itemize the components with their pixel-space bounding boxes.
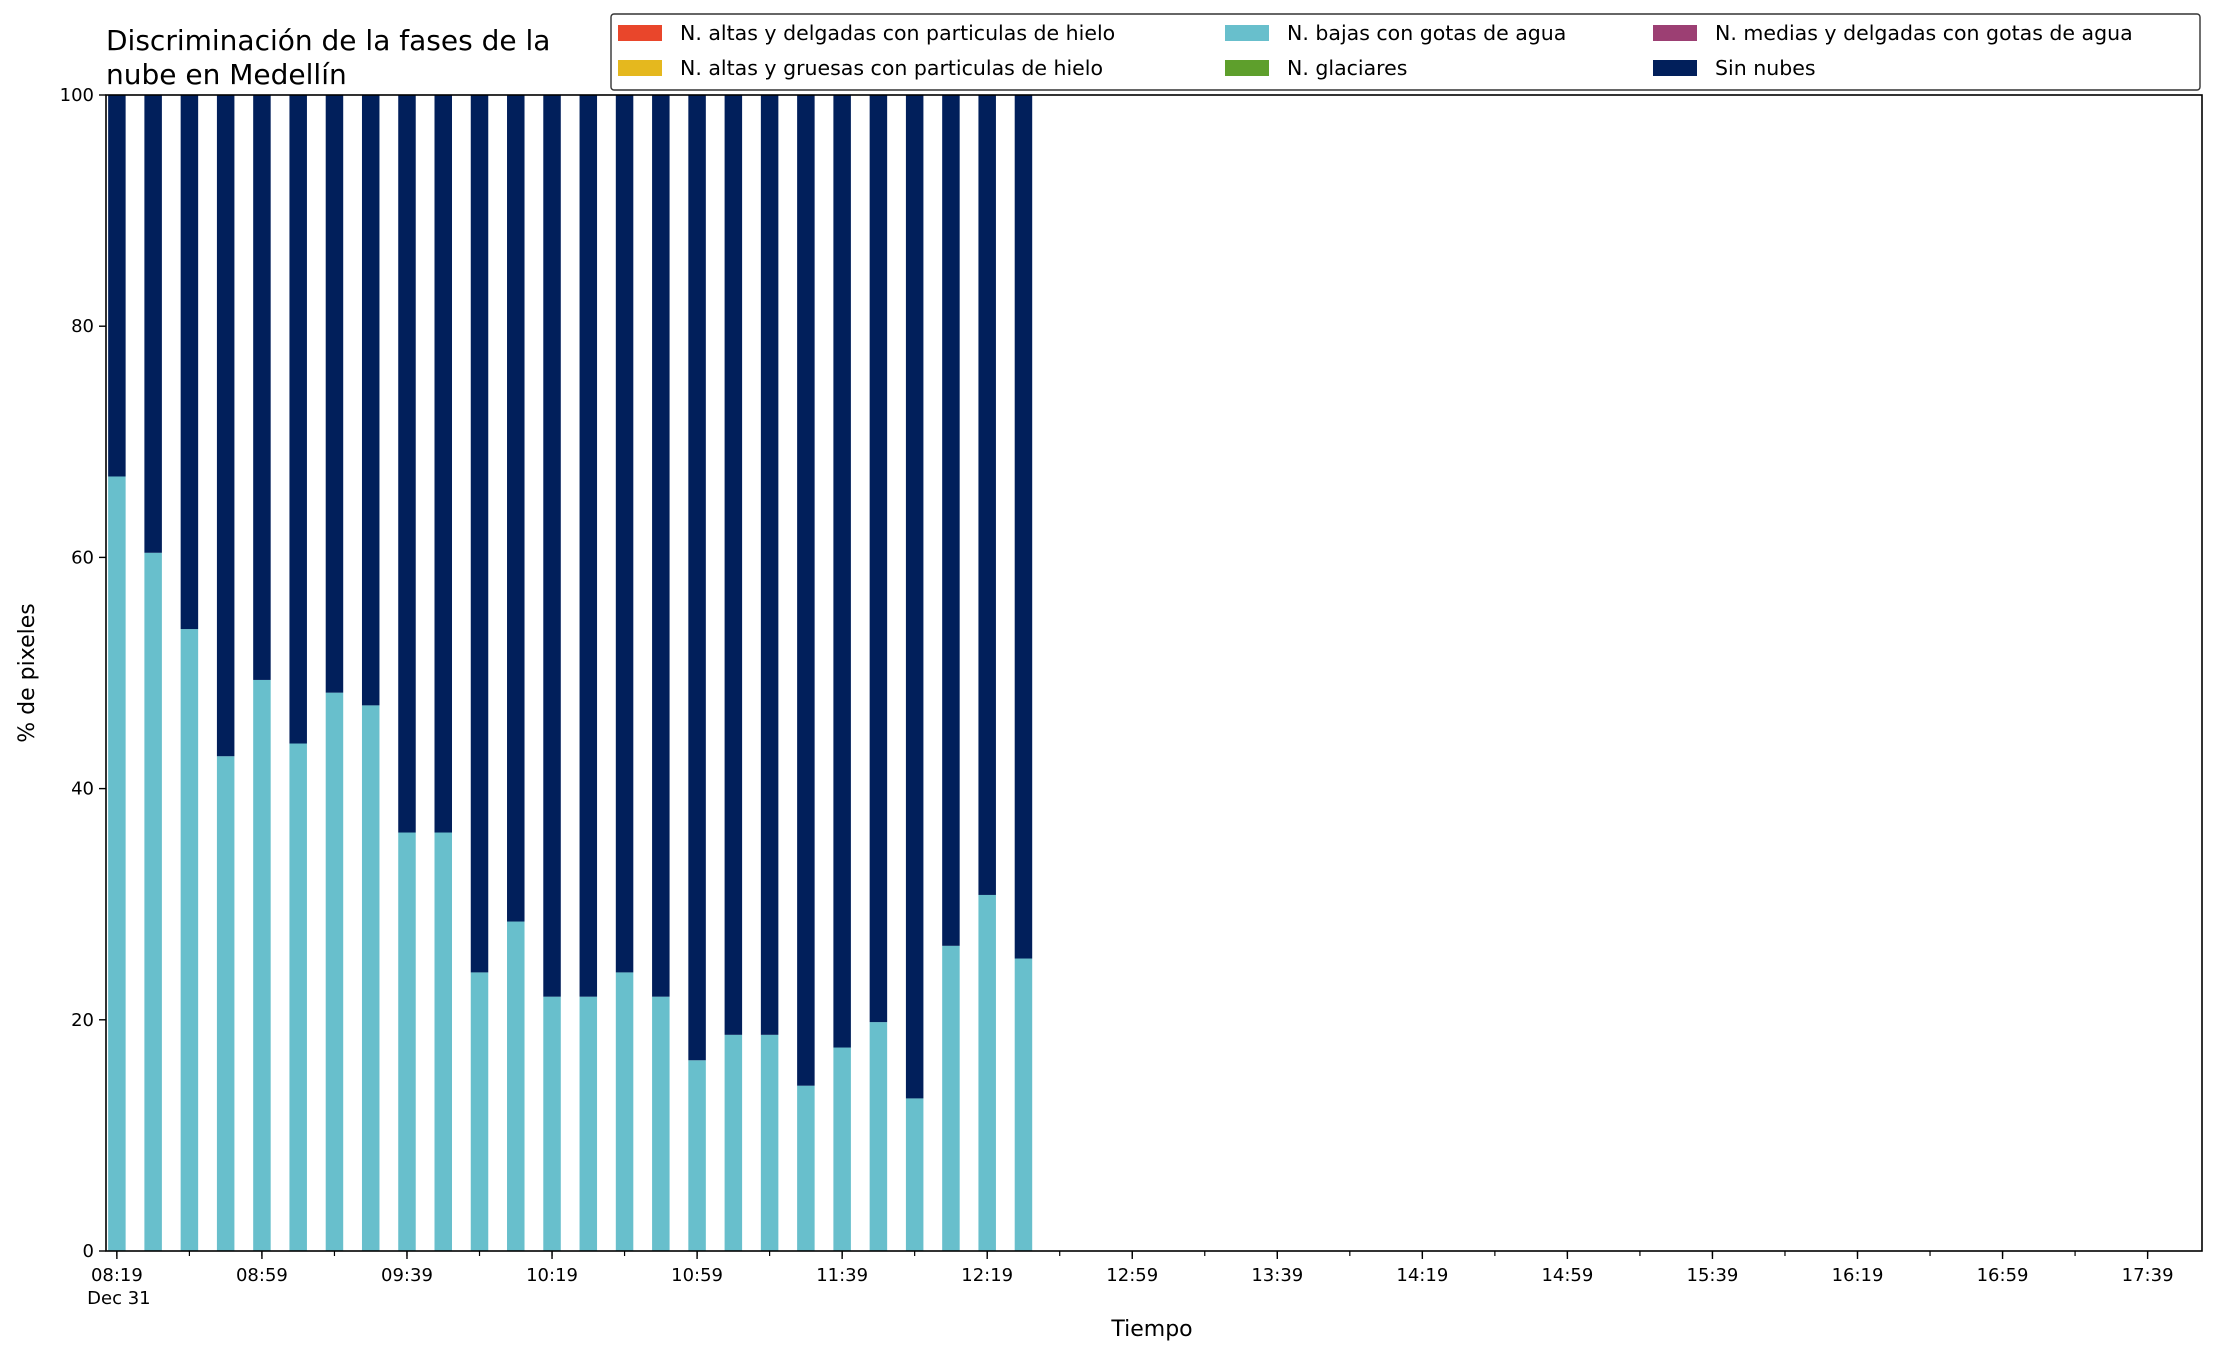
bar-segment: [434, 95, 452, 833]
legend-swatch: [1653, 25, 1697, 41]
x-tick-label: 16:19: [1832, 1265, 1884, 1286]
y-tick-label: 80: [71, 316, 94, 337]
x-tick-sublabel: Dec 31: [87, 1288, 150, 1309]
bar-segment: [724, 1034, 743, 1251]
bar-segment: [325, 692, 344, 1251]
x-tick-label: 17:39: [2122, 1265, 2174, 1286]
x-tick-label: 08:19: [91, 1265, 143, 1286]
bar-segment: [289, 95, 307, 744]
x-tick-label: 12:19: [961, 1265, 1013, 1286]
bar-segment: [289, 743, 307, 1251]
bar-segment: [507, 95, 525, 922]
bar-segment: [797, 1085, 815, 1251]
chart-title-line-2: nube en Medellín: [106, 58, 347, 91]
y-tick-label: 20: [71, 1010, 94, 1031]
bar-segment: [108, 95, 126, 477]
bar-segment: [978, 894, 996, 1251]
x-tick-label: 09:39: [381, 1265, 433, 1286]
bar-segment: [470, 972, 489, 1251]
x-tick-label: 14:19: [1396, 1265, 1448, 1286]
y-axis: 0 20 40 60 80 100: [60, 85, 106, 1262]
bar-segment: [615, 972, 634, 1251]
bar-segment: [543, 95, 561, 997]
bar-segment: [833, 1047, 851, 1251]
bar-segment: [615, 95, 634, 973]
legend-label: N. altas y gruesas con particulas de hie…: [680, 56, 1103, 80]
bar-segment: [797, 95, 815, 1086]
bar-segment: [688, 95, 706, 1061]
bar-segment: [434, 832, 452, 1251]
legend-label: N. bajas con gotas de agua: [1287, 21, 1566, 45]
x-tick-label: 11:39: [816, 1265, 868, 1286]
y-axis-title: % de pixeles: [15, 603, 40, 742]
bar-segment: [652, 996, 670, 1251]
legend-frame: [610, 13, 2201, 91]
bar-segment: [361, 705, 380, 1251]
bars-layer: [108, 95, 1033, 1252]
x-tick-label: 13:39: [1251, 1265, 1303, 1286]
bar-segment: [180, 629, 199, 1251]
bar-segment: [579, 996, 598, 1251]
x-tick-label: 16:59: [1977, 1265, 2029, 1286]
bar-segment: [978, 95, 996, 895]
x-tick-label: 14:59: [1541, 1265, 1593, 1286]
bar-segment: [724, 95, 743, 1035]
x-tick-label: 10:59: [671, 1265, 723, 1286]
bar-segment: [507, 921, 525, 1251]
bar-segment: [833, 95, 851, 1048]
bar-segment: [942, 95, 960, 946]
bar-segment: [760, 95, 779, 1035]
bar-segment: [869, 1022, 888, 1251]
x-tick-label: 10:19: [526, 1265, 578, 1286]
bar-segment: [942, 945, 960, 1251]
bar-segment: [108, 476, 126, 1252]
legend-label: N. medias y delgadas con gotas de agua: [1715, 21, 2133, 45]
bar-segment: [253, 95, 271, 680]
legend-swatch: [1653, 60, 1697, 76]
legend-label: N. altas y delgadas con particulas de hi…: [680, 21, 1115, 45]
legend-swatch: [618, 60, 662, 76]
y-tick-label: 40: [71, 779, 94, 800]
bar-segment: [216, 95, 235, 757]
bar-segment: [869, 95, 888, 1023]
bar-segment: [398, 832, 416, 1251]
plot-frame: [105, 94, 2203, 1252]
bar-segment: [325, 95, 344, 693]
bar-segment: [905, 1098, 924, 1251]
x-tick-label: 08:59: [236, 1265, 288, 1286]
y-tick-label: 60: [71, 547, 94, 568]
bar-segment: [361, 95, 380, 706]
y-tick-label: 0: [83, 1241, 94, 1262]
bar-segment: [1014, 95, 1033, 959]
bar-segment: [253, 679, 271, 1251]
bar-segment: [144, 552, 162, 1251]
x-tick-label: 12:59: [1106, 1265, 1158, 1286]
chart-title-line-1: Discriminación de la fases de la: [106, 24, 550, 57]
bar-segment: [144, 95, 162, 553]
bar-segment: [688, 1060, 706, 1251]
legend-label: N. glaciares: [1287, 56, 1407, 80]
legend: N. altas y delgadas con particulas de hi…: [610, 13, 2201, 91]
bar-segment: [760, 1034, 779, 1251]
legend-swatch: [1225, 25, 1269, 41]
legend-swatch: [618, 25, 662, 41]
bar-segment: [543, 996, 561, 1251]
bar-segment: [470, 95, 489, 973]
bar-segment: [652, 95, 670, 997]
legend-swatch: [1225, 60, 1269, 76]
legend-label: Sin nubes: [1715, 56, 1816, 80]
bar-segment: [1014, 958, 1033, 1251]
bar-segment: [180, 95, 199, 630]
bar-segment: [216, 756, 235, 1251]
bar-segment: [905, 95, 924, 1099]
x-axis-title: Tiempo: [1110, 1317, 1192, 1342]
y-tick-label: 100: [60, 85, 94, 106]
bar-segment: [579, 95, 598, 997]
x-tick-label: 15:39: [1687, 1265, 1739, 1286]
bar-segment: [398, 95, 416, 833]
